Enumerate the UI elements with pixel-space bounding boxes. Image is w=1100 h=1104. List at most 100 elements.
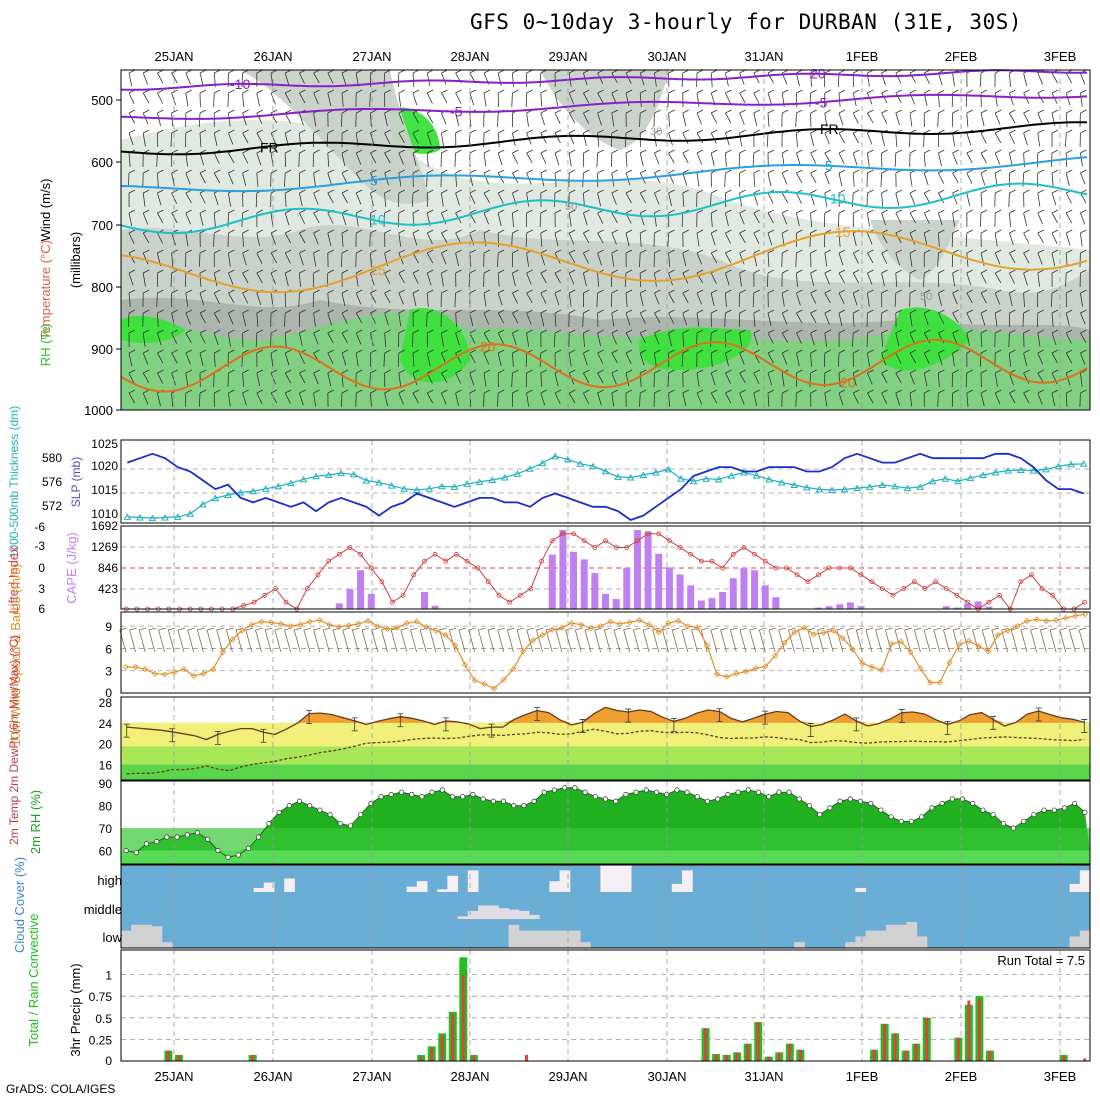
wind-barb	[198, 249, 207, 267]
wind-barb	[1037, 209, 1044, 225]
precip-convective-bar	[893, 1033, 897, 1061]
isotherm-label: 5	[370, 172, 378, 188]
wind-barb	[710, 369, 718, 386]
surface-wind-barb	[603, 627, 612, 653]
wind-barb	[767, 389, 775, 407]
wind-barb	[299, 369, 306, 384]
surface-wind-barb	[206, 627, 215, 653]
lifted-index-marker	[997, 592, 1002, 598]
wind-speed-marker	[520, 648, 527, 655]
wind-barb	[824, 249, 831, 267]
wind-barb	[881, 369, 888, 384]
thickness-marker	[224, 491, 232, 498]
rh-marker	[939, 800, 945, 806]
precip-convective-bar	[956, 1037, 960, 1061]
wind-barb	[753, 229, 760, 244]
surface-wind-barb	[594, 627, 602, 653]
wind-barb	[157, 109, 164, 126]
wind-barb	[198, 109, 207, 127]
rh-marker	[684, 789, 690, 795]
cloud-high-bar	[253, 887, 265, 892]
thickness-marker	[677, 475, 685, 482]
wind-barb	[142, 329, 150, 347]
wind-speed-marker	[180, 666, 188, 673]
wind-speed-marker	[384, 626, 391, 633]
temp-tick-label: 20	[99, 738, 113, 752]
cape-bar	[719, 591, 727, 609]
wind-speed-marker	[452, 642, 459, 649]
cloud-high-bar	[559, 870, 571, 892]
cape-bar	[985, 606, 993, 609]
wind-barb	[213, 309, 221, 324]
wind-barb	[398, 389, 405, 405]
surface-wind-barb	[477, 627, 486, 653]
cloud-low-bar	[1079, 930, 1091, 948]
wind-barb	[1065, 169, 1073, 186]
wind-barb	[867, 349, 874, 367]
wind-barb	[597, 129, 604, 147]
wind-barb	[142, 129, 150, 147]
wind-barb	[696, 389, 704, 405]
temp-band	[121, 764, 1090, 780]
cloud-low-bar	[886, 924, 897, 948]
wind-barb	[284, 149, 292, 168]
wind-barb	[951, 389, 959, 408]
wind-barb	[384, 289, 391, 304]
thickness-marker	[815, 485, 824, 493]
isotherm-label: -10	[230, 76, 250, 92]
wind-barb	[497, 89, 505, 108]
wind-barb	[525, 209, 533, 228]
surface-wind-barb	[913, 627, 922, 653]
wind-barb	[185, 249, 192, 268]
wind-barb	[781, 249, 789, 268]
wind-barb	[369, 229, 377, 248]
wind-barb	[370, 329, 377, 347]
cloud-low-bar	[855, 936, 867, 948]
surface-wind-barb	[177, 627, 186, 653]
wind-barb	[1009, 209, 1016, 227]
wind-barb	[710, 329, 718, 348]
surface-wind-barb	[313, 627, 321, 653]
wind-barb	[923, 289, 931, 307]
y-tick-label: 600	[91, 155, 113, 170]
rh-marker	[215, 847, 221, 854]
wind-barb	[739, 189, 746, 207]
lifted-index-marker	[901, 586, 907, 591]
wind-barb	[639, 389, 647, 408]
thickness-marker	[438, 482, 446, 490]
cloud-low-bar	[1069, 936, 1081, 948]
wind-barb	[426, 149, 434, 167]
rh-frame	[120, 780, 1091, 865]
y-tick-label: 1000	[84, 403, 113, 418]
cloud-middle-bar	[498, 908, 510, 919]
wind-barb	[938, 289, 945, 306]
wind-barb	[412, 169, 420, 188]
surface-wind-barb	[342, 627, 350, 653]
wind-barb	[398, 309, 405, 327]
wind-barb	[583, 329, 590, 347]
wind-barb	[938, 309, 945, 324]
cape-bar	[431, 605, 439, 609]
cape-bar	[335, 603, 343, 609]
precip-tick-label: 0	[105, 1054, 112, 1068]
wind-barb	[611, 289, 618, 308]
wind-speed-marker	[636, 617, 643, 624]
thickness-marker	[299, 475, 308, 483]
wind-barb	[526, 389, 533, 407]
rh-marker	[347, 823, 354, 829]
rh-marker	[541, 789, 547, 795]
lifted-index-marker	[943, 586, 949, 591]
wind-barb	[327, 289, 334, 307]
wind-barb	[340, 389, 349, 408]
surface-wind-barb	[904, 627, 912, 653]
wind-barb	[852, 269, 860, 284]
wind-barb	[185, 329, 192, 344]
wind-tick-label: 0	[105, 686, 112, 700]
surface-wind-barb	[1030, 627, 1038, 653]
wind-barb	[923, 329, 931, 344]
wind-barb	[540, 149, 547, 164]
wind-barb	[554, 129, 562, 144]
wind-barb	[881, 109, 888, 124]
precip-convective-bar	[166, 1050, 170, 1061]
wind-barb	[454, 289, 462, 308]
